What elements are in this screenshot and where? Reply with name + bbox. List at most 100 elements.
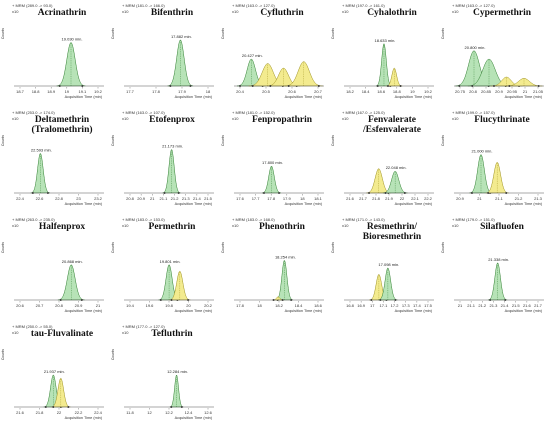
compound-title: Cypermethrin (472, 8, 532, 18)
compound-title: Tefluthrin (151, 329, 193, 339)
y-scale-label: x10 (232, 223, 239, 228)
x-tick-label: 20.8 (55, 303, 64, 308)
chromatogram-plot: 22.593 min. 22.4 22.6 22.8 23 23.2Acquisition… (14, 147, 104, 206)
x-tick-label: 20.6 (16, 303, 25, 308)
mrm-header: + MRM (289.0 -> 93.0) (12, 3, 53, 8)
mrm-header: + MRM (171.0 -> 143.0) (342, 217, 385, 222)
mrm-header: + MRM (183.0 -> 153.0) (122, 217, 165, 222)
x-tick-label: 21.6 (523, 303, 532, 308)
x-axis-label: Acquisition Time (min) (175, 95, 213, 99)
retention-time-label: 21.173 min. (162, 143, 183, 148)
x-tick-label: 17.8 (236, 303, 245, 308)
x-axis-label: Acquisition Time (min) (65, 416, 103, 420)
retention-time-label: 17.882 min. (171, 34, 192, 39)
y-scale-label: x10 (122, 223, 129, 228)
mrm-header: + MRM (253.0 -> 174.0) (12, 110, 55, 115)
x-tick-label: 20.2 (204, 303, 213, 308)
mrm-header: + MRM (183.0 -> 168.0) (232, 217, 275, 222)
x-tick-label: 18.2 (346, 89, 355, 94)
retention-time-label: 22.593 min. (31, 147, 52, 152)
compound-title: Flucythrinate (474, 115, 530, 125)
retention-time-label: 19.801 min. (160, 259, 181, 264)
mrm-header: + MRM (199.0 -> 157.0) (452, 110, 495, 115)
x-tick-label: 20.95 (507, 89, 518, 94)
x-tick-label: 21.05 (533, 89, 544, 94)
y-scale-label: x10 (122, 116, 129, 121)
x-tick-label: 21.9 (385, 196, 394, 201)
x-tick-label: 21 (150, 196, 155, 201)
chromatogram-panel: + MRM (289.0 -> 93.0) x10 Counts 19.030 min… (0, 0, 110, 107)
x-tick-label: 20.85 (481, 89, 492, 94)
y-scale-label: x10 (342, 9, 349, 14)
compound-title: Acrinathrin (37, 8, 87, 18)
chromatogram-plot: 19.801 min. 19.4 19.6 19.8 20 20.2Acquisition… (124, 259, 214, 313)
chromatogram-plot: 19.030 min. 18.7 18.8 18.9 19 19.1 19.2Acquisi… (14, 36, 104, 99)
y-scale-label: x10 (232, 116, 239, 121)
x-tick-label: 18.4 (362, 89, 371, 94)
y-scale-label: x10 (342, 223, 349, 228)
y-scale-label: x10 (232, 9, 239, 14)
chromatogram-plot: 17.098 min. 16.8 16.9 17 17.1 17.2 17.3 17.4 17.… (344, 262, 434, 313)
chromatogram-panel: + MRM (199.0 -> 157.0) x10 Counts 21.000 mi… (440, 107, 550, 214)
y-scale-label: x10 (122, 330, 129, 335)
x-tick-label: 18.8 (32, 89, 41, 94)
mrm-header: + MRM (163.0 -> 107.0) (122, 110, 165, 115)
x-tick-label: 22 (57, 410, 62, 415)
x-tick-label: 21 (477, 196, 482, 201)
chromatogram-panel: + MRM (197.0 -> 161.0) x10 Counts 18.633 mi… (330, 0, 440, 107)
retention-time-label: 20.868 min. (62, 259, 83, 264)
x-tick-label: 20.8 (469, 89, 478, 94)
compound-title: Silafluofen (480, 222, 524, 232)
x-axis-label: Acquisition Time (min) (65, 202, 103, 206)
x-tick-label: 21.2 (171, 196, 180, 201)
compound-title: Permethrin (148, 222, 196, 232)
x-tick-label: 18.6 (314, 303, 323, 308)
x-tick-label: 22.4 (94, 410, 103, 415)
x-tick-label: 17.7 (126, 89, 135, 94)
x-axis-label: Acquisition Time (min) (285, 309, 323, 313)
x-tick-label: 20.75 (455, 89, 466, 94)
x-axis-label: Acquisition Time (min) (285, 95, 323, 99)
x-tick-label: 20.9 (456, 196, 465, 201)
x-tick-label: 21.6 (346, 196, 355, 201)
mrm-header: + MRM (250.0 -> 55.0) (12, 324, 53, 329)
mrm-header: + MRM (167.0 -> 125.0) (342, 110, 385, 115)
x-tick-label: 21.5 (204, 196, 213, 201)
x-tick-label: 17 (370, 303, 375, 308)
retention-time-label: 19.030 min. (62, 36, 83, 41)
x-tick-label: 21.1 (467, 303, 476, 308)
x-tick-label: 17.8 (152, 89, 161, 94)
peak (169, 270, 191, 301)
x-axis-label: Acquisition Time (min) (175, 416, 213, 420)
y-scale-label: x10 (12, 330, 19, 335)
x-tick-label: 17.8 (267, 196, 276, 201)
chromatogram-plot: 22.048 min. 21.6 21.7 21.8 21.9 22 22.1 22.2Acq… (344, 165, 434, 206)
chromatogram-panel: + MRM (171.0 -> 143.0) x10 Counts 17.098 mi… (330, 214, 440, 321)
chromatogram-panel: + MRM (181.0 -> 166.0) x10 Counts 17.882 mi… (110, 0, 220, 107)
x-tick-label: 20.9 (495, 89, 504, 94)
x-tick-label: 21.4 (501, 303, 510, 308)
chromatogram-panel: + MRM (181.0 -> 152.0) x10 Counts 17.800 mi… (220, 107, 330, 214)
y-scale-label: x10 (342, 116, 349, 121)
x-tick-label: 22.4 (16, 196, 25, 201)
x-tick-label: 18.8 (393, 89, 402, 94)
x-tick-label: 22 (400, 196, 405, 201)
compound-title: Halfenprox (38, 222, 86, 232)
x-tick-label: 20.5 (262, 89, 271, 94)
chromatogram-plot: 12.284 min. 11.8 12 12.2 12.4 12.6Acquisition… (124, 369, 214, 420)
x-axis-label: Acquisition Time (min) (395, 309, 433, 313)
compound-title: Etofenprox (149, 115, 195, 125)
chromatogram-plot: 21.937 min. 21.6 21.8 22 22.2 22.4Acquisition… (14, 369, 104, 420)
peak (378, 267, 398, 301)
x-tick-label: 18 (257, 303, 262, 308)
x-tick-label: 18.1 (314, 196, 323, 201)
x-tick-label: 19.2 (424, 89, 433, 94)
x-tick-label: 21.3 (490, 303, 499, 308)
x-tick-label: 21.2 (478, 303, 487, 308)
compound-title: Fenpropathrin (251, 115, 312, 125)
retention-time-label: 21.338 min. (488, 257, 509, 262)
x-tick-label: 16.8 (346, 303, 355, 308)
y-scale-label: x10 (452, 116, 459, 121)
